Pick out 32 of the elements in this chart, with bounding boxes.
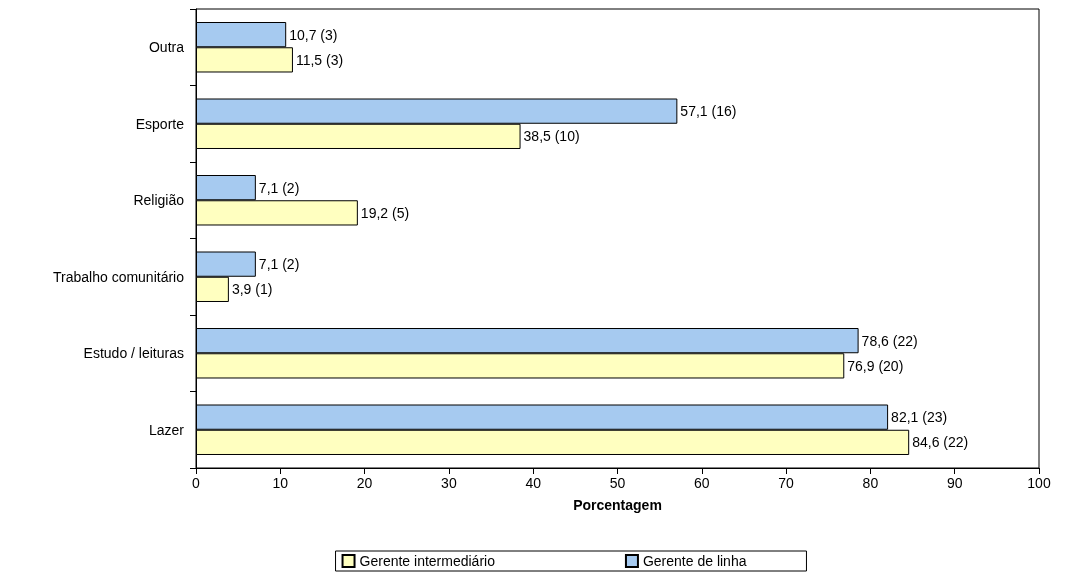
x-tick-label: 60 xyxy=(694,475,710,491)
x-tick-label: 50 xyxy=(609,475,626,491)
data-label: 38,5 (10) xyxy=(523,128,580,145)
x-axis-title: Porcentagem xyxy=(573,497,662,513)
x-tick-label: 20 xyxy=(356,475,373,491)
legend-label: Gerente intermediário xyxy=(359,553,496,569)
x-tick-label: 70 xyxy=(778,475,795,491)
x-tick-label: 10 xyxy=(272,475,289,491)
data-label: 84,6 (22) xyxy=(912,434,969,451)
x-tick-label: 80 xyxy=(862,475,879,491)
data-label: 7,1 (2) xyxy=(258,256,300,273)
legend-label: Gerente de linha xyxy=(642,553,747,569)
data-label: 7,1 (2) xyxy=(258,179,300,196)
data-label: 82,1 (23) xyxy=(891,409,948,426)
y-tick-label: Outra xyxy=(148,39,185,56)
y-tick-label: Lazer xyxy=(148,421,185,438)
data-label: 78,6 (22) xyxy=(861,332,918,349)
data-label: 19,2 (5) xyxy=(360,204,410,221)
data-label: 57,1 (16) xyxy=(680,103,737,120)
y-tick-label: Estudo / leituras xyxy=(83,345,184,362)
x-tick-label: 0 xyxy=(192,475,201,491)
y-tick-label: Religião xyxy=(133,192,185,209)
data-label: 76,9 (20) xyxy=(847,357,904,374)
x-tick-label: 90 xyxy=(946,475,963,491)
y-tick-label: Esporte xyxy=(135,115,185,132)
x-tick-label: 100 xyxy=(1027,475,1051,491)
x-tick-label: 30 xyxy=(441,475,457,491)
data-label: 11,5 (3) xyxy=(295,51,344,68)
data-label: 10,7 (3) xyxy=(289,26,338,43)
data-label: 3,9 (1) xyxy=(231,281,273,298)
y-tick-label: Trabalho comunitário xyxy=(53,268,185,285)
x-tick-label: 40 xyxy=(525,475,542,491)
